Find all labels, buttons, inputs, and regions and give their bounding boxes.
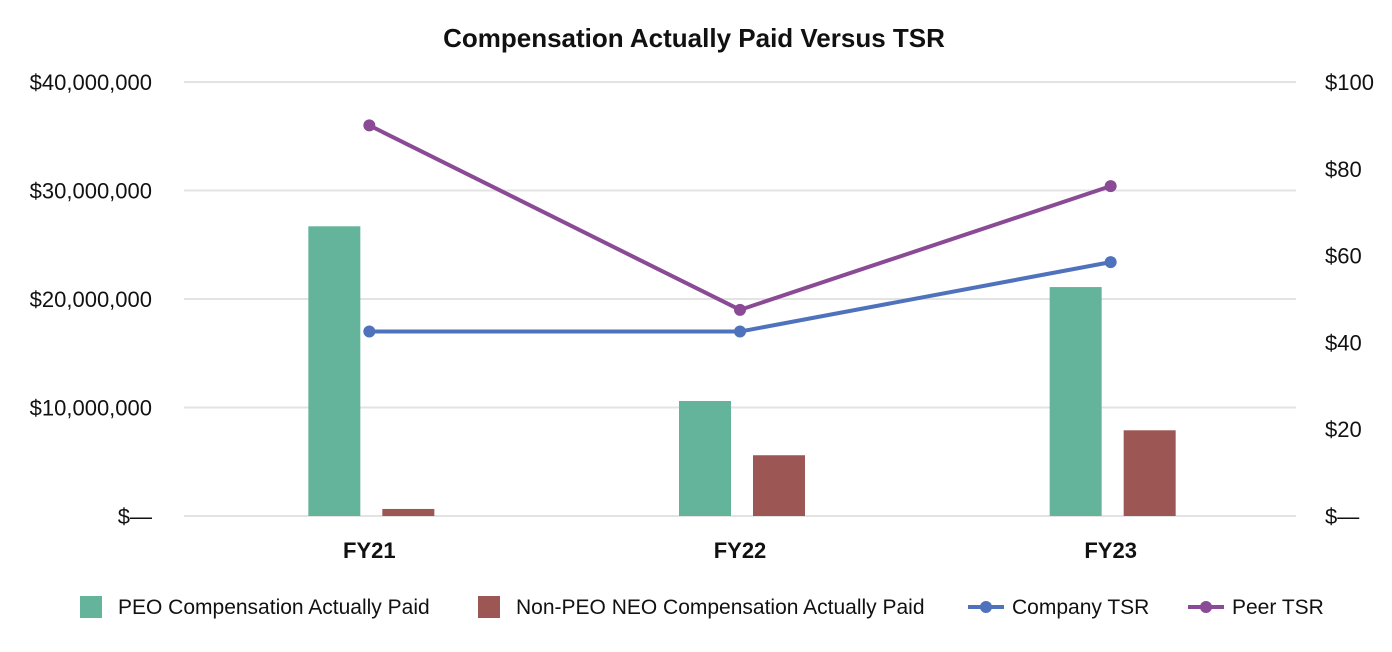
right-axis-tick-label: $100 [1325, 70, 1374, 95]
point-peer-tsr-fy23 [1104, 180, 1117, 193]
legend-swatch [478, 596, 500, 618]
legend-swatch [80, 596, 102, 618]
line-series [363, 119, 1117, 338]
legend-label: PEO Compensation Actually Paid [118, 596, 430, 619]
point-peer-tsr-fy21 [363, 119, 376, 132]
legend-item-peo-compensation-actually-paid: PEO Compensation Actually Paid [80, 596, 430, 619]
left-axis-tick-label: $20,000,000 [30, 287, 152, 312]
category-label-fy22: FY22 [714, 538, 767, 563]
legend-marker [980, 601, 992, 613]
right-axis-tick-label: $20 [1325, 417, 1362, 442]
bar-peo-compensation-actually-paid-fy21 [308, 226, 361, 516]
chart-title: Compensation Actually Paid Versus TSR [443, 23, 945, 53]
point-peer-tsr-fy22 [734, 303, 746, 316]
point-company-tsr-fy21 [363, 325, 376, 338]
legend-item-non-peo-neo-compensation-actually-paid: Non-PEO NEO Compensation Actually Paid [478, 596, 925, 619]
point-company-tsr-fy22 [734, 325, 746, 338]
bar-peo-compensation-actually-paid-fy22 [679, 400, 731, 516]
left-axis: $— $10,000,000 $20,000,000 $30,000,000 $40,0… [30, 70, 152, 529]
bar-non-peo-neo-compensation-actually-paid-fy22 [753, 455, 805, 516]
category-label-fy23: FY23 [1084, 538, 1137, 563]
right-axis-tick-label: $40 [1325, 330, 1362, 355]
left-axis-tick-label: $30,000,000 [30, 179, 152, 204]
legend-label: Company TSR [1012, 596, 1149, 619]
right-axis-tick-label: $— [1325, 504, 1359, 529]
bar-non-peo-neo-compensation-actually-paid-fy21 [382, 508, 435, 516]
right-axis-tick-label: $60 [1325, 244, 1362, 269]
legend-marker [1200, 601, 1212, 613]
legend-label: Peer TSR [1232, 596, 1324, 619]
legend-item-company-tsr: Company TSR [968, 596, 1149, 619]
point-company-tsr-fy23 [1104, 256, 1117, 269]
left-axis-tick-label: $— [118, 504, 152, 529]
x-axis-categories: FY21 FY22 FY23 [343, 538, 1137, 563]
legend: PEO Compensation Actually Paid Non-PEO NE… [80, 596, 1324, 619]
left-axis-tick-label: $10,000,000 [30, 396, 152, 421]
bar-peo-compensation-actually-paid-fy23 [1049, 287, 1102, 516]
bar-non-peo-neo-compensation-actually-paid-fy23 [1123, 430, 1176, 516]
bar-series [308, 226, 1176, 516]
legend-label: Non-PEO NEO Compensation Actually Paid [516, 596, 925, 619]
right-axis-tick-label: $80 [1325, 157, 1362, 182]
left-axis-tick-label: $40,000,000 [30, 70, 152, 95]
legend-item-peer-tsr: Peer TSR [1188, 596, 1324, 619]
line-company-tsr [369, 260, 1112, 334]
right-axis: $— $20 $40 $60 $80 $100 [1325, 70, 1374, 529]
category-label-fy21: FY21 [343, 538, 396, 563]
